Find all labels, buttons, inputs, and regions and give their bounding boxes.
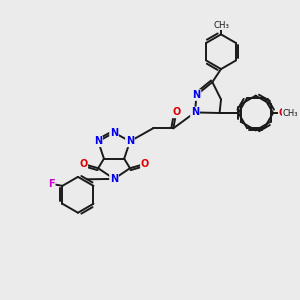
Text: CH₃: CH₃: [213, 21, 229, 30]
Text: N: N: [94, 136, 102, 146]
Text: N: N: [126, 136, 134, 146]
Text: N: N: [192, 90, 200, 100]
Text: N: N: [110, 174, 118, 184]
Text: O: O: [278, 108, 287, 118]
Text: O: O: [141, 159, 149, 169]
Text: O: O: [172, 107, 180, 117]
Text: N: N: [191, 107, 199, 117]
Text: CH₃: CH₃: [282, 109, 298, 118]
Text: F: F: [48, 179, 55, 189]
Text: O: O: [79, 159, 87, 169]
Text: N: N: [110, 128, 118, 138]
